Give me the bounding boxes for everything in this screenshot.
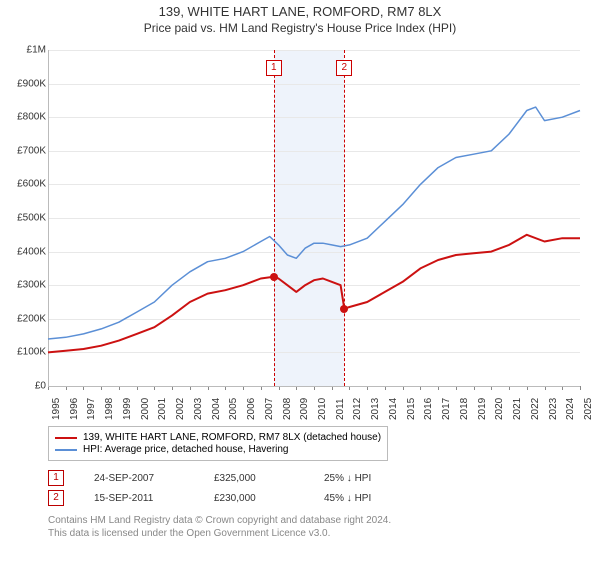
event-price: £230,000 <box>214 493 294 504</box>
series-hpi <box>48 107 580 339</box>
sale-dot <box>270 273 278 281</box>
legend-item: 139, WHITE HART LANE, ROMFORD, RM7 8LX (… <box>55 432 381 443</box>
x-axis-label: 2014 <box>388 398 399 420</box>
chart-lines <box>48 50 580 386</box>
y-axis-label: £900K <box>2 78 46 89</box>
x-axis-label: 2010 <box>317 398 328 420</box>
x-axis-label: 2007 <box>264 398 275 420</box>
x-axis-label: 1996 <box>69 398 80 420</box>
page-title: 139, WHITE HART LANE, ROMFORD, RM7 8LX <box>0 4 600 19</box>
x-axis <box>48 386 580 387</box>
footer-line: This data is licensed under the Open Gov… <box>48 527 568 540</box>
sale-events: 1 24-SEP-2007 £325,000 25% ↓ HPI 2 15-SEP-201… <box>48 466 371 510</box>
y-axis-label: £1M <box>2 45 46 56</box>
footer-line: Contains HM Land Registry data © Crown c… <box>48 514 568 527</box>
price-chart: £0£100K£200K£300K£400K£500K£600K£700K£80… <box>48 50 580 386</box>
x-axis-label: 2022 <box>530 398 541 420</box>
x-axis-label: 2001 <box>157 398 168 420</box>
legend-label: HPI: Average price, detached house, Have… <box>83 444 289 455</box>
y-axis-label: £0 <box>2 381 46 392</box>
x-axis-label: 2017 <box>441 398 452 420</box>
y-axis-label: £500K <box>2 213 46 224</box>
x-axis-label: 2021 <box>512 398 523 420</box>
y-axis-label: £100K <box>2 347 46 358</box>
event-delta: 25% ↓ HPI <box>324 473 371 484</box>
legend-item: HPI: Average price, detached house, Have… <box>55 444 381 455</box>
footer-attribution: Contains HM Land Registry data © Crown c… <box>48 514 568 540</box>
x-axis-label: 2012 <box>352 398 363 420</box>
x-axis-label: 2024 <box>565 398 576 420</box>
x-axis-label: 2020 <box>494 398 505 420</box>
x-axis-label: 2018 <box>459 398 470 420</box>
y-axis-label: £300K <box>2 280 46 291</box>
event-date: 15-SEP-2011 <box>94 493 184 504</box>
event-price: £325,000 <box>214 473 294 484</box>
event-delta: 45% ↓ HPI <box>324 493 371 504</box>
event-index: 1 <box>48 470 64 486</box>
x-axis-label: 2016 <box>423 398 434 420</box>
x-axis-label: 2000 <box>140 398 151 420</box>
x-axis-label: 2015 <box>406 398 417 420</box>
legend: 139, WHITE HART LANE, ROMFORD, RM7 8LX (… <box>48 426 388 461</box>
x-axis-label: 2009 <box>299 398 310 420</box>
x-axis-label: 2006 <box>246 398 257 420</box>
x-axis-label: 1999 <box>122 398 133 420</box>
x-axis-label: 2002 <box>175 398 186 420</box>
legend-swatch <box>55 437 77 439</box>
event-row: 1 24-SEP-2007 £325,000 25% ↓ HPI <box>48 470 371 486</box>
x-axis-label: 1997 <box>86 398 97 420</box>
legend-swatch <box>55 449 77 451</box>
y-axis-label: £700K <box>2 145 46 156</box>
x-axis-label: 2019 <box>477 398 488 420</box>
x-axis-label: 2008 <box>282 398 293 420</box>
y-axis-label: £200K <box>2 313 46 324</box>
series-price_paid <box>48 235 580 353</box>
event-row: 2 15-SEP-2011 £230,000 45% ↓ HPI <box>48 490 371 506</box>
x-axis-label: 1998 <box>104 398 115 420</box>
x-tick <box>580 386 581 390</box>
x-axis-label: 1995 <box>51 398 62 420</box>
y-axis-label: £800K <box>2 112 46 123</box>
x-axis-label: 2025 <box>583 398 594 420</box>
page-subtitle: Price paid vs. HM Land Registry's House … <box>0 21 600 35</box>
sale-dot <box>340 305 348 313</box>
x-axis-label: 2005 <box>228 398 239 420</box>
event-date: 24-SEP-2007 <box>94 473 184 484</box>
x-axis-label: 2023 <box>548 398 559 420</box>
y-axis-label: £600K <box>2 179 46 190</box>
x-axis-label: 2013 <box>370 398 381 420</box>
legend-label: 139, WHITE HART LANE, ROMFORD, RM7 8LX (… <box>83 432 381 443</box>
event-index: 2 <box>48 490 64 506</box>
y-axis-label: £400K <box>2 246 46 257</box>
x-axis-label: 2004 <box>211 398 222 420</box>
x-axis-label: 2011 <box>335 398 346 420</box>
x-axis-label: 2003 <box>193 398 204 420</box>
